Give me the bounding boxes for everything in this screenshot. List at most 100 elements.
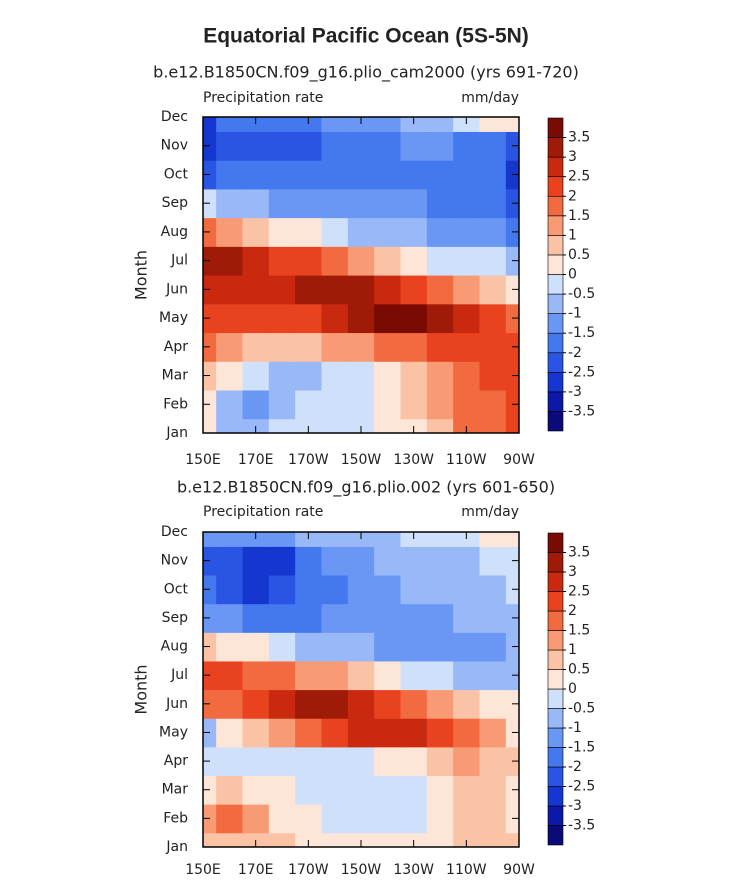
heatmap-cell — [347, 660, 375, 691]
heatmap-cell — [242, 832, 270, 847]
colorbar-box — [547, 332, 564, 354]
colorbar-label: -3 — [568, 798, 582, 814]
heatmap-cell — [216, 804, 244, 834]
heatmap-cell — [453, 546, 481, 576]
heatmap-cell — [268, 746, 296, 777]
heatmap-cell — [426, 275, 454, 305]
heatmap-cell — [321, 532, 349, 547]
y-tick-label: Jul — [170, 253, 188, 269]
colorbar-box — [547, 235, 564, 256]
y-tick-label: Oct — [164, 166, 189, 182]
heatmap-cell — [400, 689, 428, 719]
colorbar-box — [547, 766, 564, 787]
colorbar-label: -3.5 — [568, 403, 595, 419]
heatmap-cell — [453, 131, 481, 161]
y-tick-label: Dec — [161, 524, 188, 540]
y-tick-label: Mar — [162, 782, 189, 798]
heatmap-cell — [216, 689, 244, 719]
heatmap-cell — [347, 418, 375, 433]
colorbar-label: -1.5 — [568, 325, 595, 341]
heatmap-cell — [242, 217, 270, 247]
heatmap-cell — [347, 361, 375, 391]
heatmap-cell — [295, 775, 323, 805]
heatmap-cell — [242, 689, 270, 719]
heatmap-cell — [295, 389, 323, 420]
heatmap-cell — [479, 546, 507, 576]
colorbar-label: 3.5 — [568, 130, 590, 146]
heatmap-cell — [453, 117, 481, 132]
colorbar-label: -2.5 — [568, 779, 595, 795]
heatmap-cell — [453, 275, 481, 305]
heatmap-cell — [268, 275, 296, 305]
heatmap-cell — [400, 746, 428, 777]
colorbar-label: -0.5 — [568, 701, 595, 717]
colorbar-box — [547, 825, 564, 846]
heatmap-cell — [479, 117, 507, 132]
heatmap-cell — [374, 603, 402, 633]
heatmap-cell — [295, 131, 323, 161]
heatmap-cell — [268, 361, 296, 391]
heatmap-cell — [242, 246, 270, 276]
units-label: mm/day — [461, 90, 519, 106]
heatmap-cell — [426, 217, 454, 247]
heatmap-cell — [216, 532, 244, 547]
heatmap-cell — [453, 804, 481, 834]
heatmap-cell — [479, 632, 507, 662]
heatmap-cell — [321, 832, 349, 847]
heatmap-cell — [216, 603, 244, 633]
heatmap-cell — [216, 117, 244, 132]
colorbar-box — [547, 254, 564, 275]
y-tick-label: Jan — [165, 425, 188, 441]
heatmap-cell — [203, 418, 217, 433]
heatmap-cell — [374, 160, 402, 190]
heatmap-cell — [216, 275, 244, 305]
heatmap-cell — [453, 775, 481, 805]
x-tick-label: 150W — [341, 452, 382, 468]
heatmap-cell — [479, 775, 507, 805]
colorbar-box — [547, 708, 564, 729]
heatmap-cell — [479, 275, 507, 305]
heatmap-cell — [426, 746, 454, 777]
y-tick-label: Apr — [164, 339, 188, 355]
heatmap-cell — [453, 832, 481, 847]
heatmap-cell — [268, 332, 296, 362]
heatmap-cell — [426, 689, 454, 719]
heatmap-cell — [268, 532, 296, 547]
heatmap-cell — [374, 632, 402, 662]
colorbar-box — [547, 727, 564, 748]
x-tick-label: 170E — [238, 862, 274, 878]
heatmap-cell — [242, 660, 270, 691]
heatmap-cell — [242, 160, 270, 190]
colorbar-box — [547, 156, 564, 177]
colorbar-label: -1.5 — [568, 740, 595, 756]
heatmap-cell — [400, 532, 428, 547]
heatmap-cell — [374, 746, 402, 777]
heatmap-cell — [453, 332, 481, 362]
y-tick-label: Sep — [162, 195, 189, 211]
colorbar-label: 0.5 — [568, 247, 590, 263]
heatmap-cell — [203, 117, 217, 132]
colorbar-label: 1.5 — [568, 623, 590, 639]
heatmap-cell — [400, 217, 428, 247]
colorbar-box — [547, 411, 564, 432]
heatmap-cell — [321, 546, 349, 576]
heatmap-cell — [268, 160, 296, 190]
colorbar-box — [547, 805, 564, 826]
heatmap-cell — [426, 160, 454, 190]
heatmap-cell — [400, 603, 428, 633]
heatmap-cell — [295, 160, 323, 190]
heatmap-cell — [400, 361, 428, 391]
x-tick-label: 110W — [446, 862, 487, 878]
heatmap-cell — [295, 418, 323, 433]
heatmap-cell — [374, 303, 402, 334]
heatmap-cell — [295, 361, 323, 391]
heatmap-cell — [479, 332, 507, 362]
heatmap-cell — [321, 188, 349, 219]
heatmap-cell — [426, 131, 454, 161]
heatmap-cell — [479, 718, 507, 748]
y-tick-label: Mar — [162, 368, 189, 384]
colorbar-label: 0 — [568, 681, 577, 697]
heatmap-cell — [374, 217, 402, 247]
heatmap-cell — [216, 718, 244, 748]
heatmap-cell — [453, 361, 481, 391]
